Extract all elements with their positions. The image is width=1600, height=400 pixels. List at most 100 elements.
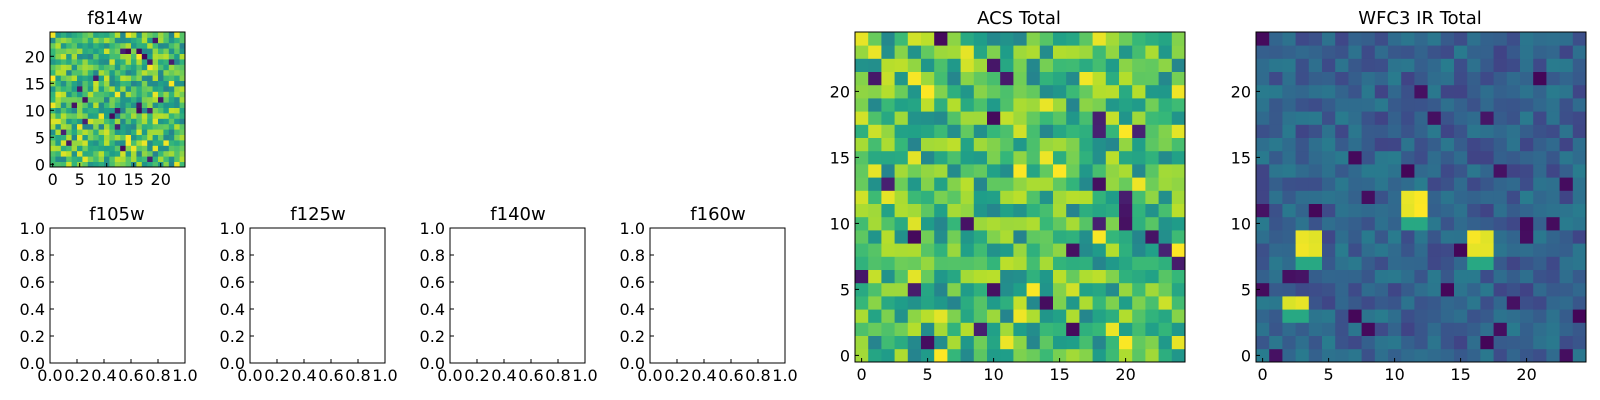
heatmap-cell [960,269,975,284]
heatmap-cell [50,129,56,135]
heatmap-cell [147,107,153,114]
heatmap-cell [1361,230,1376,244]
heatmap-cell [1039,177,1054,191]
heatmap-cell [855,296,869,310]
heatmap-cell [1493,309,1508,323]
heatmap-cell [163,134,170,141]
heatmap-cell [1546,203,1560,218]
heatmap-cell [87,42,94,49]
heatmap-cell [66,113,72,119]
heatmap-cell [1440,282,1455,297]
heatmap-cell [1158,296,1173,310]
heatmap-cell [1145,71,1159,86]
heatmap-cell [1520,45,1534,59]
heatmap-cell [1467,256,1481,270]
heatmap-cell [1269,309,1283,323]
heatmap-cell [881,45,895,59]
heatmap-cell [1493,45,1508,59]
heatmap-cell [1559,309,1574,323]
heatmap-cell [868,348,882,363]
heatmap-cell [71,59,78,65]
heatmap-cell [1322,124,1336,138]
heatmap-cell [147,32,153,38]
heatmap-cell [1269,216,1283,231]
heatmap-cell [1132,124,1146,138]
heatmap-cell [179,91,186,98]
heatmap-cell [855,32,869,46]
heatmap-cell [1480,296,1494,310]
heatmap-cell [1013,335,1027,350]
y-tick-label: 20 [25,47,45,66]
heatmap-cell [1388,84,1402,99]
heatmap-cell [1000,296,1014,310]
heatmap-cell [855,137,869,152]
heatmap-cell [1308,164,1323,178]
x-tick-label: 0.6 [718,366,743,385]
heatmap-cell [1533,71,1547,86]
heatmap-cell [1079,256,1093,270]
heatmap-cell [131,145,137,152]
x-tick-label: 15 [1450,365,1470,384]
heatmap-cell [50,48,56,54]
heatmap-cell [855,111,869,125]
heatmap-cell [973,190,988,204]
heatmap-cell [87,80,94,87]
x-tick-label: 0.2 [464,366,489,385]
heatmap-cell [1105,124,1120,138]
heatmap-cell [881,243,895,257]
heatmap-cells [855,32,1186,363]
heatmap-cell [1105,335,1120,350]
heatmap-cell [1533,32,1547,46]
heatmap-cell [98,59,105,65]
heatmap-cell [77,42,83,49]
x-tick-label: 0.2 [64,366,89,385]
heatmap-cell [1374,32,1389,46]
heatmap-cell [1572,45,1587,59]
heatmap-cell [114,134,121,141]
heatmap-cell [1171,243,1186,257]
heatmap-cell [147,161,153,168]
heatmap-cell [77,75,83,81]
heatmap-cell [71,48,78,54]
heatmap-cell [1559,230,1574,244]
heatmap-cell [1013,150,1027,165]
heatmap-cell [93,48,99,54]
heatmap-cell [104,59,110,65]
heatmap-cell [1454,335,1468,350]
heatmap-cell [1066,256,1080,270]
heatmap-cell [104,42,110,49]
heatmap-cell [168,129,175,135]
y-tick-label: 5 [35,128,45,147]
heatmap-cell [973,177,988,191]
heatmap-cell [1414,124,1428,138]
heatmap-cell [1158,243,1173,257]
heatmap-cell [125,150,132,157]
heatmap-cell [1039,230,1054,244]
heatmap-cell [934,216,948,231]
heatmap-cell [1454,190,1468,204]
heatmap-cell [1132,282,1146,297]
heatmap-cell [1348,98,1362,112]
heatmap-cell [55,129,62,135]
heatmap-cell [1026,203,1041,218]
heatmap-cell [1322,243,1336,257]
heatmap-cell [55,91,62,98]
heatmap-cell [1559,84,1574,99]
panel-title: f160w [690,204,745,225]
heatmap-cell [120,96,126,103]
heatmap-cell [1454,177,1468,191]
heatmap-cell [1256,335,1270,350]
heatmap-cell [1092,71,1107,86]
heatmap-cell [960,177,975,191]
heatmap-cell [141,59,148,65]
heatmap-cell [1066,322,1080,336]
heatmap-cell [1145,309,1159,323]
heatmap-cell [881,84,895,99]
heatmap-cell [1414,216,1428,231]
heatmap-cell [907,177,922,191]
heatmap-cell [1506,32,1521,46]
heatmap-cell [152,102,159,108]
heatmap-cell [894,230,909,244]
heatmap-cell [104,64,110,71]
heatmap-cell [1520,124,1534,138]
